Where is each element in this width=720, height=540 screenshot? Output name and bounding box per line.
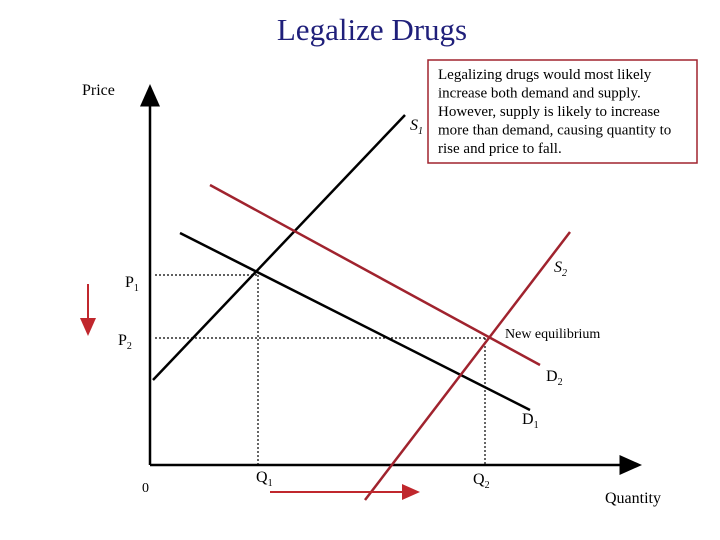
guides xyxy=(155,274,486,465)
label-base: S xyxy=(410,117,418,134)
s1-label: S1 xyxy=(410,117,423,137)
label-base: D xyxy=(546,368,558,385)
label-base: D xyxy=(522,411,534,428)
label-base: S xyxy=(554,259,562,276)
title: Legalize Drugs xyxy=(277,12,467,47)
label-sub: 1 xyxy=(268,478,273,489)
demand-1 xyxy=(179,231,531,412)
label-base: P xyxy=(125,274,134,291)
y-axis-label: Price xyxy=(82,82,115,99)
q2-label: Q2 xyxy=(473,471,490,491)
new-equilibrium-label: New equilibrium xyxy=(505,327,600,342)
demand-2 xyxy=(209,183,541,367)
p2-label: P2 xyxy=(118,332,132,352)
note-line: However, supply is likely to increase xyxy=(438,104,660,120)
label-base: Q xyxy=(473,471,485,488)
d2-label: D2 xyxy=(546,368,563,388)
label-sub: 2 xyxy=(562,268,567,279)
label-base: P xyxy=(118,332,127,349)
note-line: rise and price to fall. xyxy=(438,141,562,157)
label-sub: 2 xyxy=(558,377,563,388)
x-axis-label: Quantity xyxy=(605,490,661,507)
label-base: Q xyxy=(256,469,268,486)
label-sub: 1 xyxy=(534,420,539,431)
note-line: more than demand, causing quantity to xyxy=(438,123,671,139)
q1-label: Q1 xyxy=(256,469,273,489)
label-sub: 2 xyxy=(127,341,132,352)
note: Legalizing drugs would most likely increa… xyxy=(438,67,671,157)
supply-2 xyxy=(364,231,571,501)
s2-label: S2 xyxy=(554,259,567,279)
p1-label: P1 xyxy=(125,274,139,294)
supply-1 xyxy=(152,114,406,381)
origin-label: 0 xyxy=(142,481,149,496)
d1-label: D1 xyxy=(522,411,539,431)
label-sub: 1 xyxy=(418,126,423,137)
note-line: increase both demand and supply. xyxy=(438,86,641,102)
note-line: Legalizing drugs would most likely xyxy=(438,67,652,83)
label-sub: 1 xyxy=(134,283,139,294)
note-box xyxy=(427,59,698,164)
label-sub: 2 xyxy=(485,480,490,491)
